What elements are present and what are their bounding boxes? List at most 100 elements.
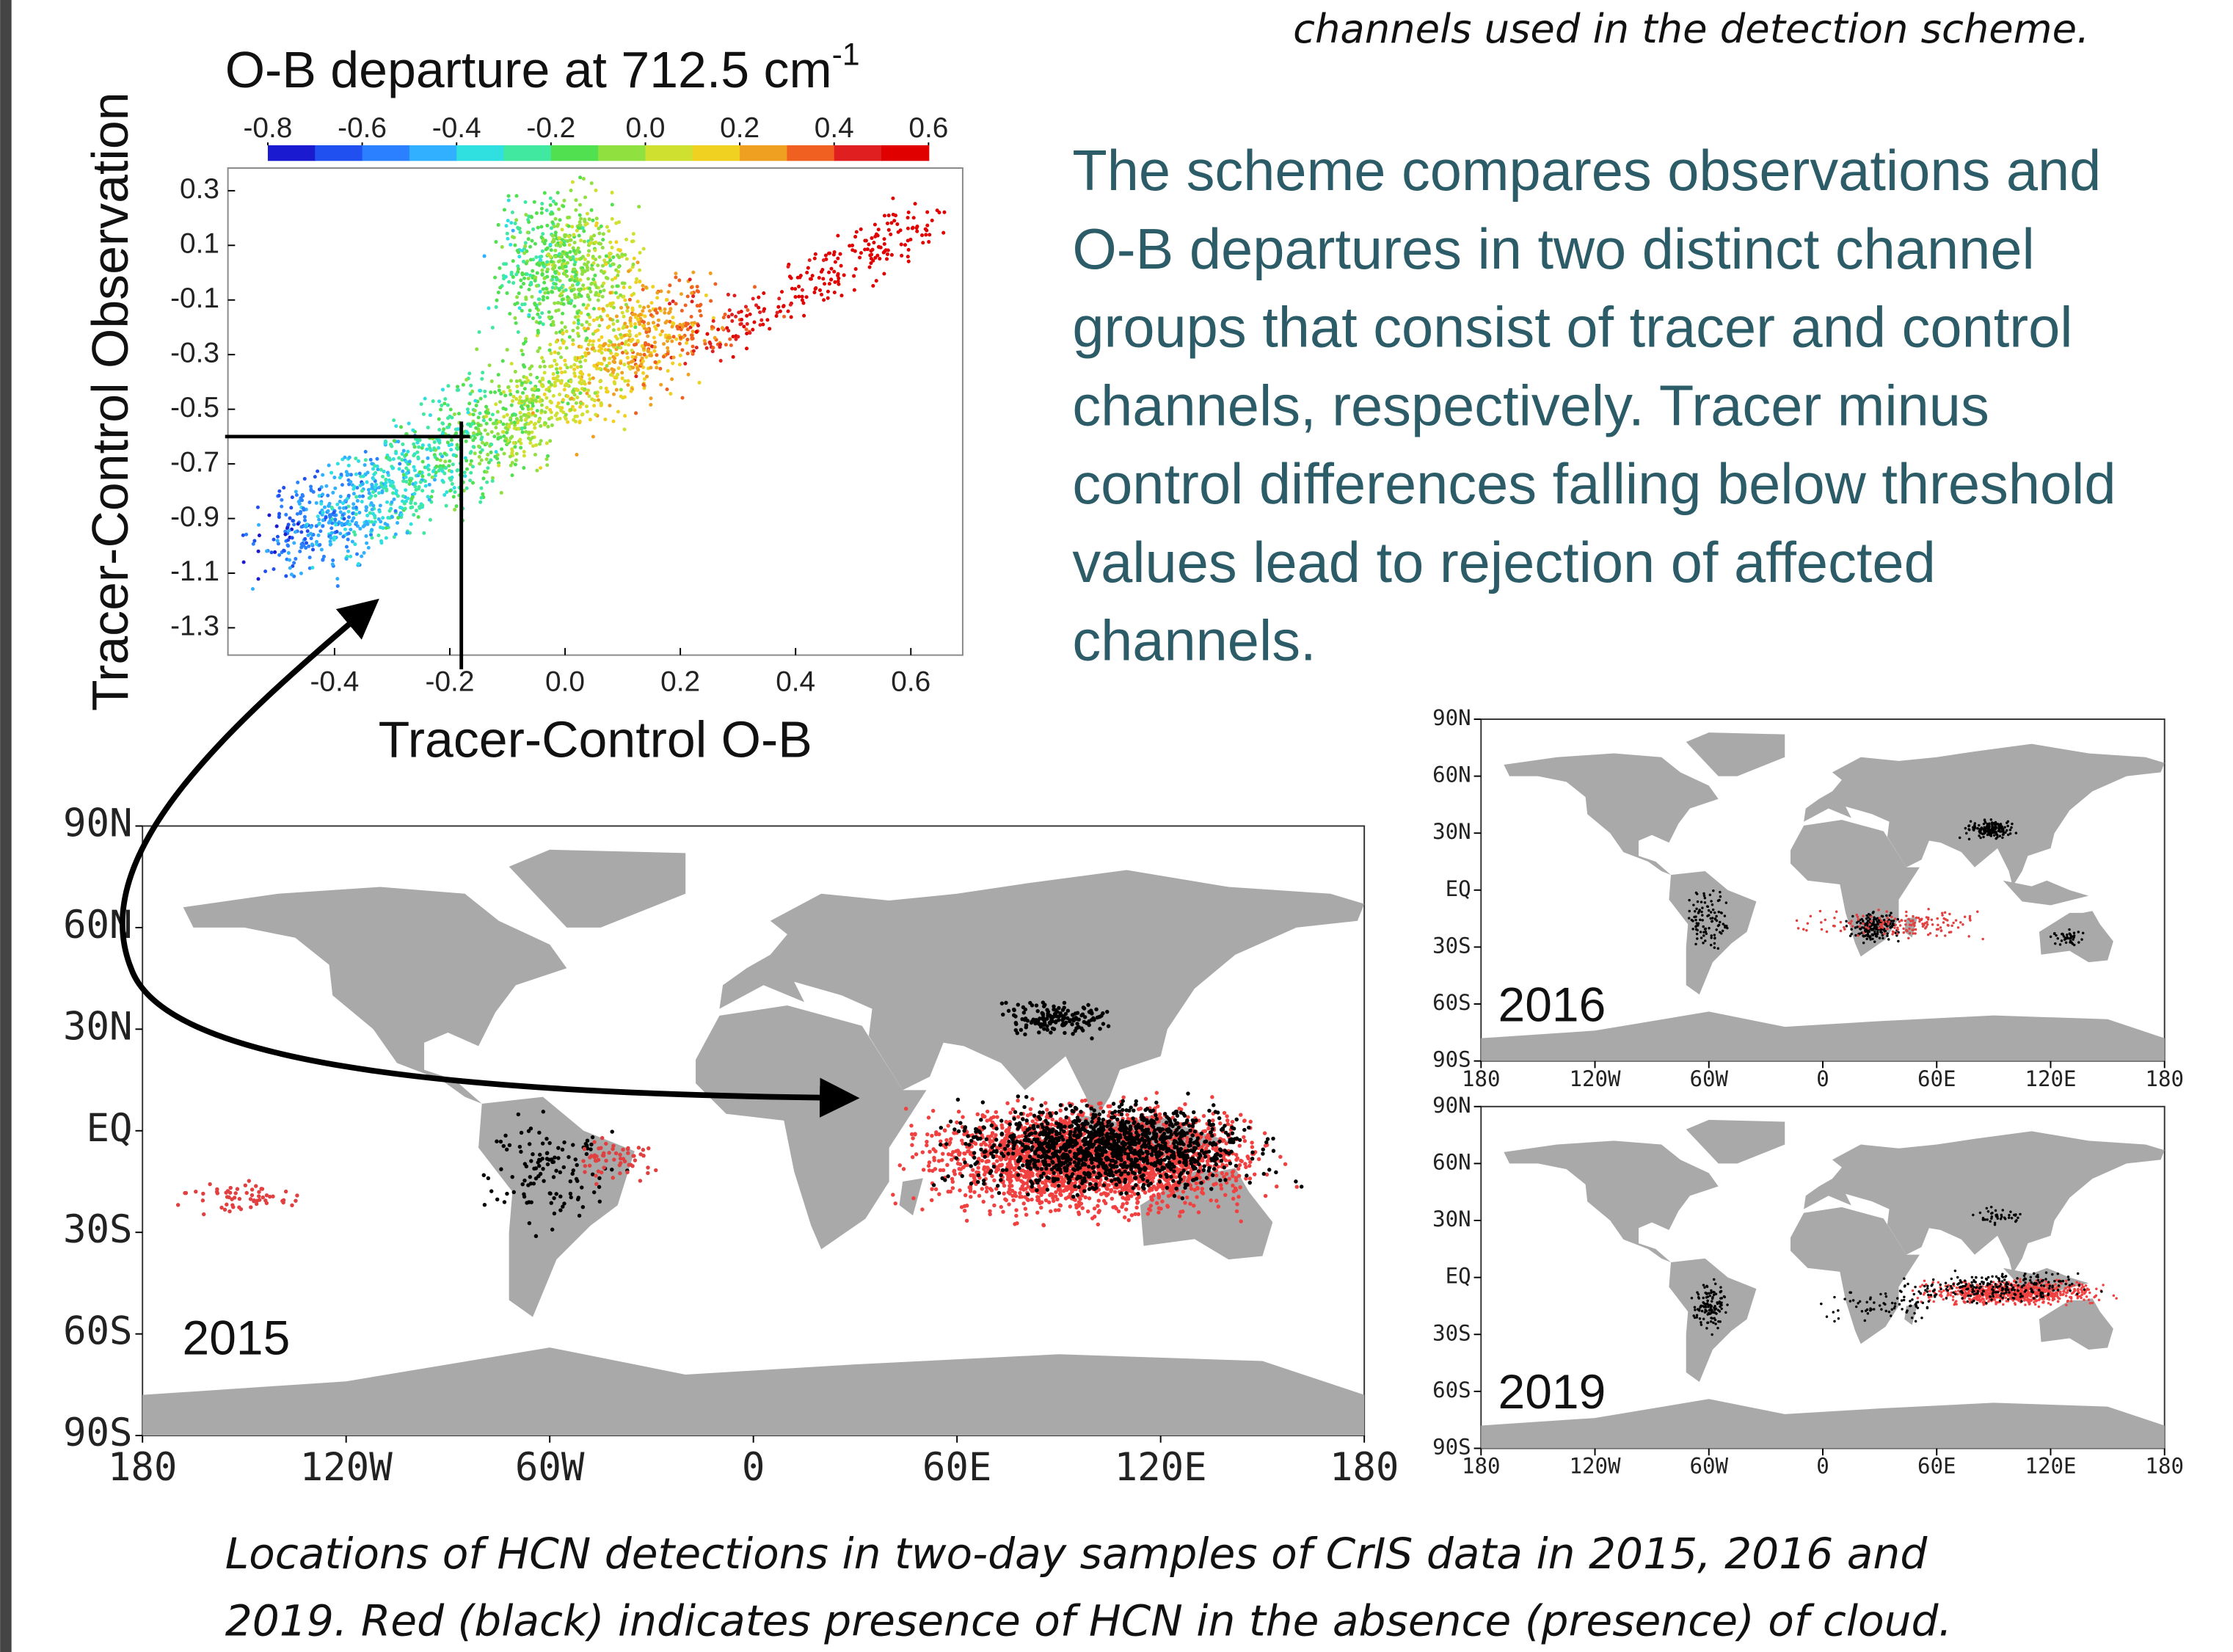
detection-dot — [1151, 1193, 1156, 1198]
detection-dot — [992, 1178, 997, 1183]
scatter-dot — [592, 364, 597, 368]
scatter-dot — [444, 503, 448, 508]
scatter-dot — [307, 500, 312, 505]
scatter-dot — [513, 221, 517, 225]
scatter-dot — [711, 319, 715, 323]
detection-dot — [1079, 1099, 1085, 1103]
scatter-dot — [600, 362, 604, 366]
scatter-dot — [762, 291, 766, 296]
scatter-dot — [550, 233, 555, 238]
scatter-dot — [506, 236, 510, 241]
scatter-dot — [314, 539, 319, 544]
scatter-dot — [589, 266, 594, 271]
scatter-dot — [737, 310, 741, 315]
scatter-dot — [502, 415, 506, 419]
scatter-dot — [299, 530, 304, 534]
scatter-dot — [392, 497, 396, 501]
scatter-dot — [597, 307, 602, 311]
detection-dot — [1214, 1198, 1219, 1203]
scatter-dot — [683, 361, 688, 366]
scatter-dot — [567, 243, 572, 247]
scatter-dot — [316, 469, 320, 473]
scatter-dot — [591, 307, 596, 311]
scatter-dot — [515, 384, 520, 388]
scatter-dot — [368, 511, 372, 515]
scatter-dot — [569, 299, 574, 303]
scatter-dot — [574, 387, 578, 392]
scatter-dot — [346, 515, 351, 520]
scatter-dot — [697, 380, 702, 385]
scatter-dot — [558, 366, 563, 371]
scatter-dot — [346, 493, 351, 498]
scatter-dot — [557, 207, 561, 211]
scatter-dot — [629, 360, 634, 364]
detection-dot — [1006, 1174, 1010, 1179]
scatter-dot — [391, 484, 396, 489]
scatter-dot — [511, 274, 515, 279]
scatter-dot — [593, 391, 597, 396]
scatter-dot — [935, 208, 939, 213]
scatter-dot — [757, 295, 761, 299]
scatter-dot — [530, 430, 534, 434]
scatter-dot — [623, 321, 627, 326]
scatter-dot — [566, 297, 570, 302]
scatter-dot — [602, 288, 606, 293]
scatter-cloud — [241, 175, 947, 592]
scatter-dot — [527, 421, 531, 426]
detection-dot — [946, 1152, 951, 1157]
scatter-dot — [449, 438, 453, 443]
scatter-dot — [557, 288, 561, 292]
scatter-dot — [382, 469, 386, 473]
scatter-dot — [569, 365, 573, 369]
scatter-dot — [394, 424, 398, 429]
scatter-dot — [626, 382, 630, 387]
scatter-dot — [524, 417, 528, 421]
scatter-dot — [619, 387, 623, 392]
detection-dot — [1181, 1190, 1186, 1194]
scatter-dot — [409, 501, 413, 505]
scatter-dot — [522, 302, 527, 307]
scatter-dot — [752, 320, 757, 324]
scatter-dot — [415, 450, 420, 454]
scatter-dot — [537, 418, 542, 423]
scatter-dot — [578, 257, 582, 261]
scatter-dot — [465, 429, 469, 434]
scatter-dot — [241, 533, 245, 537]
scatter-dot — [553, 350, 557, 354]
scatter-dot — [343, 455, 347, 459]
scatter-dot — [542, 191, 547, 195]
scatter-dot — [376, 467, 380, 472]
scatter-dot — [510, 473, 514, 478]
scatter-dot — [837, 276, 841, 280]
scatter-dot — [689, 314, 693, 319]
scatter-dot — [478, 462, 482, 466]
colorbar-cell — [362, 145, 410, 161]
scatter-dot — [572, 363, 577, 367]
detection-dot — [1030, 1119, 1035, 1124]
scatter-dot — [478, 396, 483, 401]
scatter-dot — [290, 536, 294, 540]
detection-dot — [958, 1162, 963, 1167]
scatter-dot — [360, 494, 365, 498]
scatter-dot — [476, 423, 481, 428]
scatter-dot — [707, 341, 712, 345]
scatter-dot — [508, 388, 512, 393]
scatter-dot — [762, 307, 767, 311]
scatter-dot — [557, 236, 561, 240]
scatter-dot — [500, 244, 504, 249]
scatter-dot — [447, 464, 451, 468]
scatter-dot — [571, 338, 575, 342]
scatter-dot — [611, 321, 616, 326]
detection-dot — [1003, 1136, 1008, 1140]
scatter-dot — [502, 434, 506, 438]
scatter-dot — [522, 276, 527, 280]
scatter-dot — [445, 490, 449, 495]
scatter-dot — [280, 504, 284, 509]
scatter-dot — [576, 288, 580, 292]
scatter-dot — [729, 313, 735, 317]
scatter-dot — [370, 520, 374, 524]
detection-dot — [1080, 1206, 1085, 1210]
scatter-dot — [494, 305, 498, 309]
scatter-dot — [614, 387, 619, 392]
detection-dot — [1149, 1197, 1154, 1201]
